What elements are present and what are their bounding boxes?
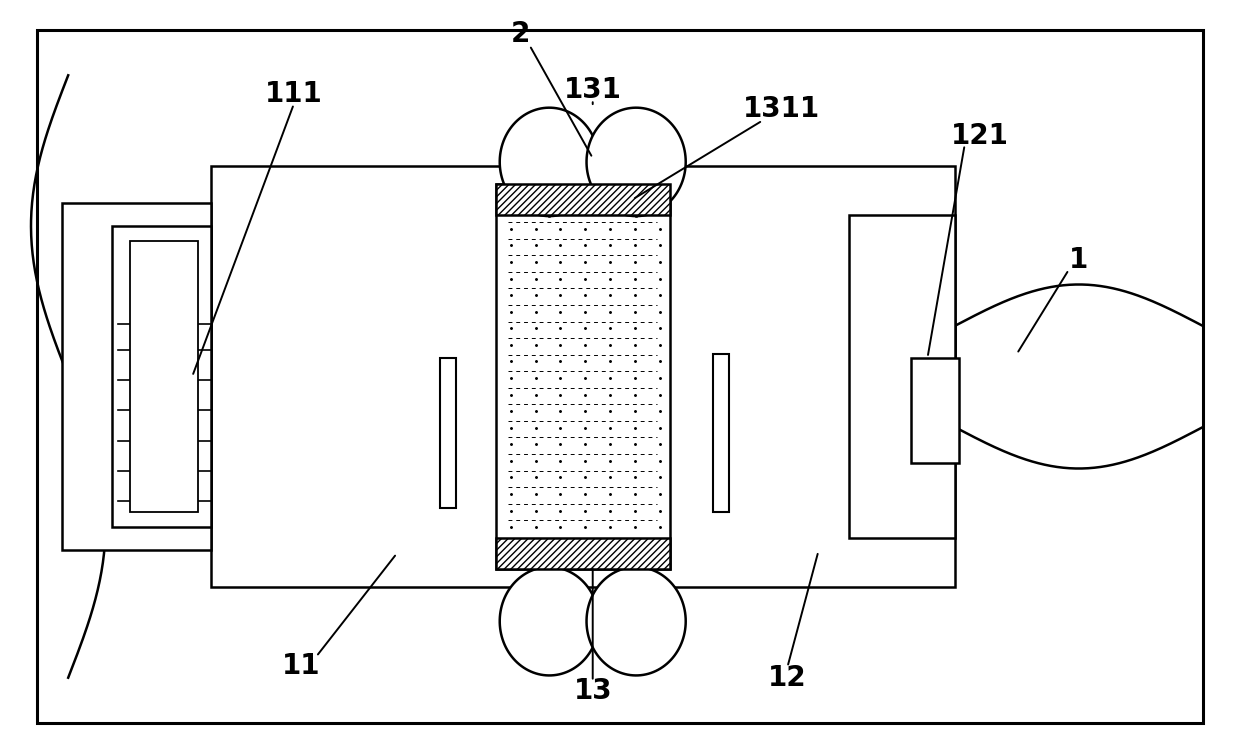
Text: 121: 121	[951, 121, 1008, 150]
Text: 11: 11	[281, 652, 321, 681]
Bar	[496, 538, 670, 569]
Bar	[911, 358, 959, 463]
Bar	[62, 203, 211, 550]
Polygon shape	[500, 108, 599, 216]
Bar	[130, 241, 198, 512]
Bar	[496, 184, 670, 569]
Bar	[211, 166, 955, 587]
Text: 12: 12	[768, 663, 807, 692]
Bar	[849, 215, 955, 538]
Text: 13: 13	[573, 677, 613, 706]
Text: 111: 111	[265, 80, 322, 108]
Polygon shape	[587, 567, 686, 675]
Bar	[713, 354, 729, 512]
Bar	[496, 184, 670, 215]
Text: 2: 2	[511, 20, 531, 48]
Text: 131: 131	[564, 76, 621, 105]
Text: 1311: 1311	[743, 95, 820, 123]
Polygon shape	[500, 567, 599, 675]
Bar	[440, 358, 456, 508]
Text: 1: 1	[1069, 245, 1089, 274]
Bar	[112, 226, 211, 527]
Polygon shape	[587, 108, 686, 216]
